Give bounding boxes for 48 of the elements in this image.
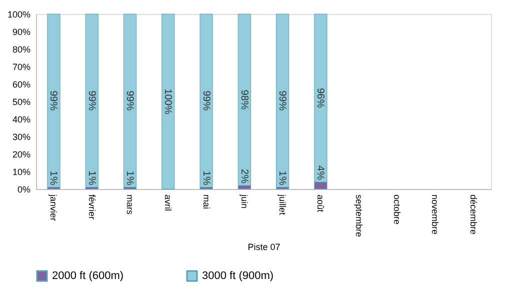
y-tick-label: 60% xyxy=(12,80,30,90)
data-label: 99% xyxy=(48,90,59,111)
bar xyxy=(123,14,137,188)
y-tick-label: 30% xyxy=(12,132,30,142)
data-label: 1% xyxy=(86,170,97,186)
bar xyxy=(162,14,175,190)
data-label: 4% xyxy=(314,166,326,180)
x-tick-label: mars xyxy=(125,194,136,215)
data-label: 99% xyxy=(86,90,97,111)
x-tick-label: octobre xyxy=(392,194,402,225)
x-tick-label: mai xyxy=(201,194,212,210)
data-label: 1% xyxy=(276,170,288,186)
bar xyxy=(200,14,213,188)
bar xyxy=(47,14,60,188)
x-tick-label: août xyxy=(316,194,326,213)
y-tick-label: 100% xyxy=(7,10,30,20)
x-tick-label: janvier xyxy=(48,194,59,222)
x-tick-label: avril xyxy=(163,194,174,212)
y-tick-label: 80% xyxy=(12,44,30,54)
legend-label: 2000 ft (600m) xyxy=(52,270,124,282)
bar xyxy=(85,14,98,188)
x-tick-label: septembre xyxy=(354,194,364,238)
x-tick-label: février xyxy=(86,194,97,220)
data-label: 96% xyxy=(314,88,326,108)
y-tick-label: 20% xyxy=(12,150,30,160)
data-label: 99% xyxy=(276,90,288,111)
x-tick-label: novembre xyxy=(430,194,440,235)
bar xyxy=(238,14,251,186)
data-label: 1% xyxy=(48,170,59,186)
data-label: 99% xyxy=(124,90,136,111)
y-tick-label: 70% xyxy=(12,62,30,72)
y-tick-label: 10% xyxy=(12,167,30,177)
y-tick-label: 0% xyxy=(17,184,30,194)
data-label: 100% xyxy=(162,88,174,114)
data-label: 99% xyxy=(200,90,212,111)
y-tick-label: 40% xyxy=(12,114,30,124)
data-label: 1% xyxy=(200,170,212,186)
bar xyxy=(276,14,290,188)
data-label: 98% xyxy=(238,90,250,110)
legend-label: 3000 ft (900m) xyxy=(202,270,274,282)
data-label: 1% xyxy=(124,170,136,186)
y-tick-label: 50% xyxy=(12,97,30,107)
x-tick-label: juillet xyxy=(278,194,288,216)
data-label: 2% xyxy=(238,169,250,184)
x-tick-label: décembre xyxy=(468,194,478,235)
x-tick-label: juin xyxy=(239,194,250,209)
x-axis-title: Piste 07 xyxy=(248,242,280,252)
y-tick-label: 90% xyxy=(12,27,30,37)
